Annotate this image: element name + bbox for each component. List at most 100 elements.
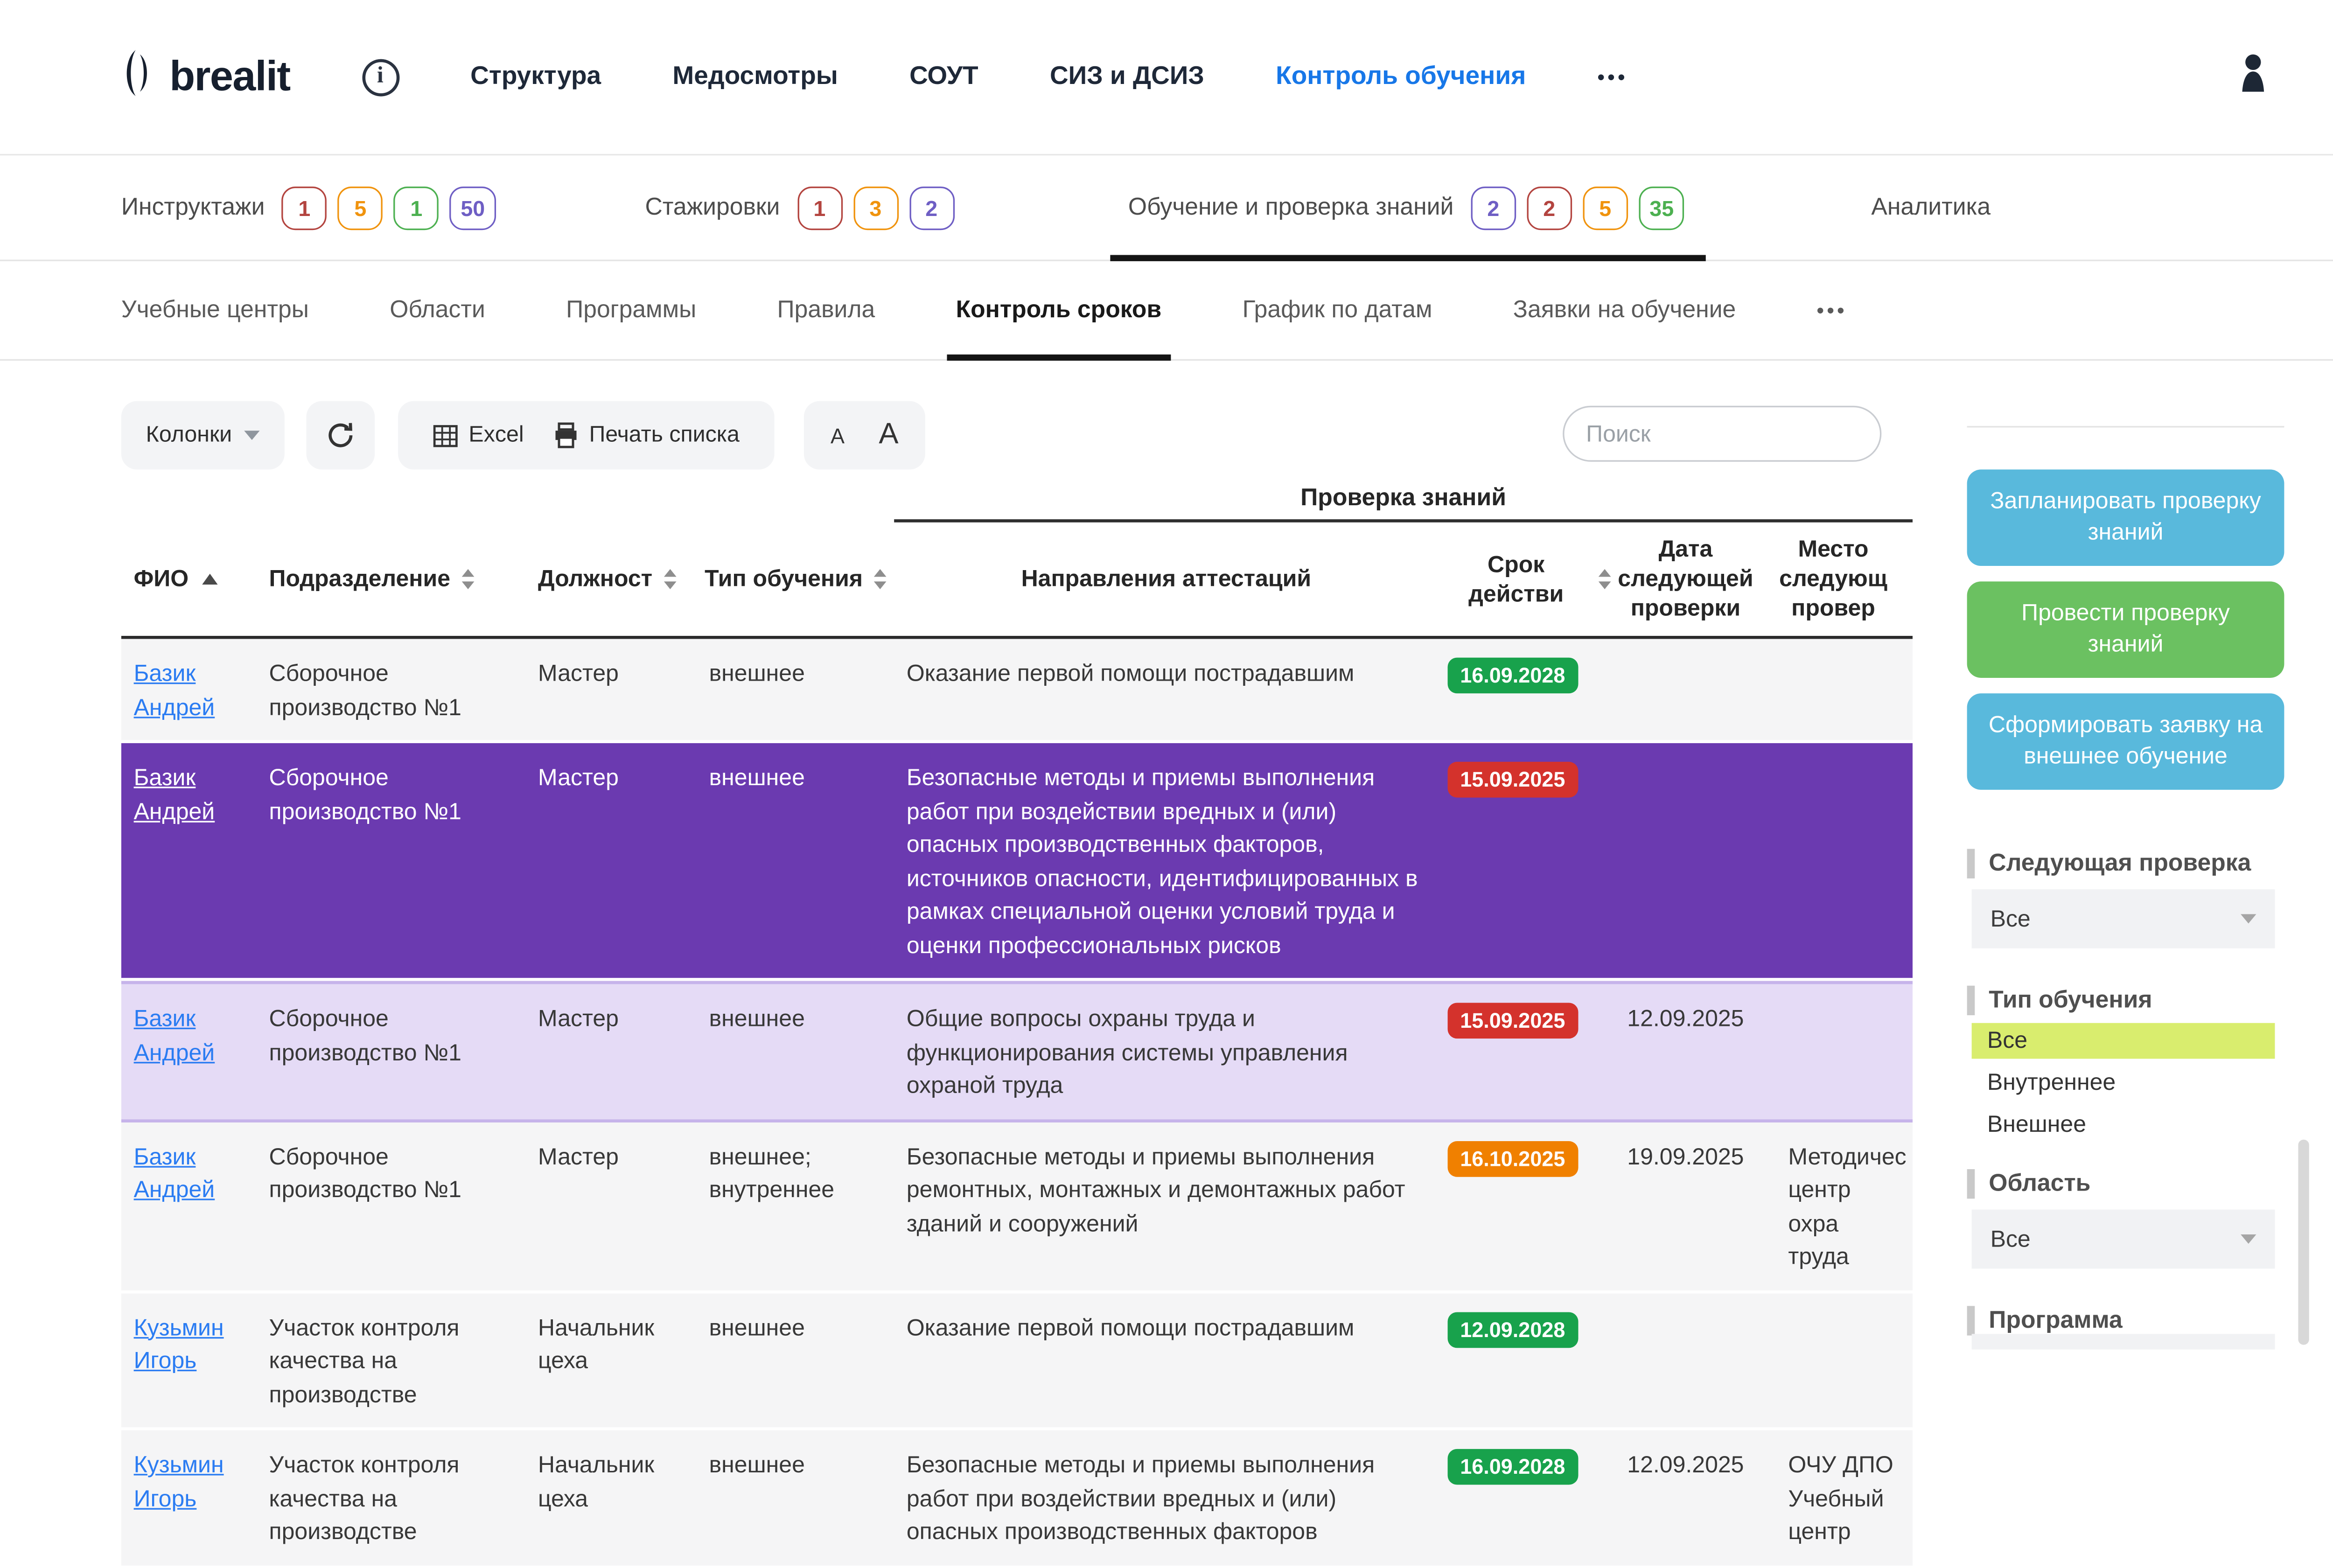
table-row[interactable]: Базик Андрей Сборочное производство №1 М… bbox=[121, 1122, 1913, 1293]
unit-cell: Сборочное производство №1 bbox=[269, 1143, 461, 1204]
column-header-next-check-place[interactable]: Место следующ провер bbox=[1779, 536, 1887, 622]
sub-tab-deadline-control[interactable]: Контроль сроков bbox=[946, 261, 1172, 361]
user-icon[interactable] bbox=[2236, 51, 2270, 103]
refresh-button[interactable] bbox=[306, 401, 375, 470]
employee-link[interactable]: Кузьмин Игорь bbox=[133, 1314, 224, 1374]
columns-button[interactable]: Колонки bbox=[121, 401, 285, 470]
conduct-knowledge-check-button[interactable]: Провести проверку знаний bbox=[1967, 581, 2284, 678]
nav-more-icon[interactable]: ••• bbox=[1597, 65, 1628, 89]
sub-tab-areas[interactable]: Области bbox=[390, 296, 485, 323]
next-date-cell bbox=[1617, 1293, 1754, 1427]
nav-item-medical[interactable]: Медосмотры bbox=[672, 62, 838, 91]
column-header-unit[interactable]: Подразделение bbox=[257, 523, 526, 636]
status-badge: 16.09.2028 bbox=[1447, 657, 1578, 694]
employee-link[interactable]: Базик Андрей bbox=[133, 661, 215, 721]
status-badge: 15.09.2025 bbox=[1447, 761, 1578, 798]
column-header-attestation-areas[interactable]: Направления аттестаций bbox=[1021, 566, 1312, 592]
sub-tabs-more-icon[interactable]: ••• bbox=[1816, 298, 1848, 322]
area-select[interactable]: Все bbox=[1971, 1209, 2275, 1269]
brand-name: brealit bbox=[169, 53, 291, 100]
module-tab-internships[interactable]: Стажировки 1 3 2 bbox=[645, 155, 954, 259]
type-cell: внешнее bbox=[709, 1452, 805, 1479]
type-cell: внешнее bbox=[709, 765, 805, 792]
label-marker bbox=[1967, 985, 1975, 1016]
nav-item-siz[interactable]: СИЗ и ДСИЗ bbox=[1049, 62, 1204, 91]
type-cell: внешнее bbox=[709, 661, 805, 687]
column-header-validity[interactable]: Срок действи bbox=[1439, 523, 1617, 636]
option-all[interactable]: Все bbox=[1971, 1023, 2275, 1059]
option-internal[interactable]: Внутреннее bbox=[1987, 1069, 2116, 1096]
sort-asc-icon bbox=[203, 573, 218, 585]
place-cell bbox=[1754, 984, 1913, 1118]
employee-link[interactable]: Базик Андрей bbox=[133, 1006, 215, 1066]
employee-link[interactable]: Базик Андрей bbox=[133, 1143, 215, 1204]
column-header-position[interactable]: Должност bbox=[525, 523, 697, 636]
next-check-select[interactable]: Все bbox=[1971, 889, 2275, 948]
attestation-cell: Безопасные методы и приемы выполнения ра… bbox=[906, 1452, 1375, 1546]
create-external-training-request-button[interactable]: Сформировать заявку на внешнее обучение bbox=[1967, 693, 2284, 790]
table-row[interactable]: Кузьмин Игорь Участок контроля качества … bbox=[121, 1430, 1913, 1568]
count-badge: 2 bbox=[909, 186, 954, 230]
place-cell bbox=[1754, 639, 1913, 740]
sub-tab-rules[interactable]: Правила bbox=[777, 296, 875, 323]
count-badge: 3 bbox=[853, 186, 898, 230]
font-small-button[interactable]: А bbox=[831, 424, 845, 447]
sub-tab-programs[interactable]: Программы bbox=[566, 296, 697, 323]
unit-cell: Участок контроля качества на производств… bbox=[269, 1314, 460, 1408]
position-cell: Мастер bbox=[538, 661, 619, 687]
module-tab-analytics[interactable]: Аналитика bbox=[1871, 193, 1991, 220]
attestation-cell: Оказание первой помощи пострадавшим bbox=[906, 661, 1355, 687]
chevron-down-icon bbox=[2241, 1234, 2256, 1244]
place-cell bbox=[1754, 1293, 1913, 1427]
count-badge: 2 bbox=[1526, 186, 1572, 230]
sub-tab-training-centers[interactable]: Учебные центры bbox=[121, 296, 309, 323]
print-list-button[interactable]: Печать списка bbox=[538, 421, 754, 449]
font-size-toggle: А А bbox=[803, 401, 925, 470]
export-group: Excel Печать списка bbox=[398, 401, 775, 470]
filter-label-training-type: Тип обучения bbox=[1967, 985, 2152, 1016]
table-row[interactable]: Базик Андрей Сборочное производство №1 М… bbox=[121, 639, 1913, 743]
schedule-knowledge-check-button[interactable]: Запланировать проверку знаний bbox=[1967, 469, 2284, 566]
excel-button[interactable]: Excel bbox=[419, 422, 538, 449]
type-cell: внешнее bbox=[709, 1314, 805, 1341]
search-input[interactable] bbox=[1563, 405, 1882, 462]
position-cell: Мастер bbox=[538, 1006, 619, 1032]
employee-link[interactable]: Базик Андрей bbox=[133, 765, 215, 825]
sort-icon bbox=[663, 569, 676, 590]
type-cell: внешнее; внутреннее bbox=[709, 1143, 835, 1204]
count-badge: 1 bbox=[797, 186, 842, 230]
status-badge: 16.10.2025 bbox=[1447, 1140, 1578, 1177]
status-badge: 12.09.2028 bbox=[1447, 1311, 1578, 1347]
label-marker bbox=[1967, 1169, 1975, 1199]
nav-item-training-control[interactable]: Контроль обучения bbox=[1276, 62, 1526, 91]
font-large-button[interactable]: А bbox=[879, 418, 899, 451]
employee-link[interactable]: Кузьмин Игорь bbox=[133, 1452, 224, 1512]
column-header-fio[interactable]: ФИО bbox=[121, 523, 257, 636]
brand-logo[interactable]: brealit bbox=[121, 48, 291, 105]
table-row[interactable]: Кузьмин Игорь Участок контроля качества … bbox=[121, 1292, 1913, 1430]
table-row[interactable]: Базик Андрей Сборочное производство №1 М… bbox=[121, 981, 1913, 1122]
attestation-cell: Безопасные методы и приемы выполнения ра… bbox=[906, 765, 1418, 959]
nav-item-structure[interactable]: Структура bbox=[470, 62, 601, 91]
info-icon[interactable]: i bbox=[361, 58, 399, 96]
training-type-options: Все Внутреннее Внешнее bbox=[1971, 1023, 2275, 1149]
option-external[interactable]: Внешнее bbox=[1987, 1111, 2087, 1138]
table-row[interactable]: Базик Андрей Сборочное производство №1 М… bbox=[121, 743, 1913, 981]
sub-tab-date-schedule[interactable]: График по датам bbox=[1242, 296, 1432, 323]
module-tab-instructions[interactable]: Инструктажи 1 5 1 50 bbox=[121, 155, 496, 259]
filter-label-program: Программа bbox=[1967, 1306, 2123, 1336]
count-badge: 2 bbox=[1471, 186, 1516, 230]
brand-logo-icon bbox=[121, 48, 159, 105]
count-badge: 1 bbox=[282, 186, 327, 230]
panel-divider bbox=[1967, 426, 2284, 428]
program-select[interactable] bbox=[1971, 1334, 2275, 1350]
unit-cell: Сборочное производство №1 bbox=[269, 1006, 461, 1066]
next-date-cell: 19.09.2025 bbox=[1627, 1143, 1744, 1170]
column-header-training-type[interactable]: Тип обучения bbox=[697, 523, 894, 636]
column-header-next-check-date[interactable]: Дата следующей проверки bbox=[1618, 536, 1753, 622]
sub-tab-training-requests[interactable]: Заявки на обучение bbox=[1513, 296, 1736, 323]
unit-cell: Участок контроля качества на производств… bbox=[269, 1452, 460, 1546]
nav-item-sout[interactable]: СОУТ bbox=[909, 62, 978, 91]
scrollbar-thumb[interactable] bbox=[2298, 1139, 2309, 1345]
module-tab-training-check[interactable]: Обучение и проверка знаний 2 2 5 35 bbox=[1109, 155, 1706, 261]
